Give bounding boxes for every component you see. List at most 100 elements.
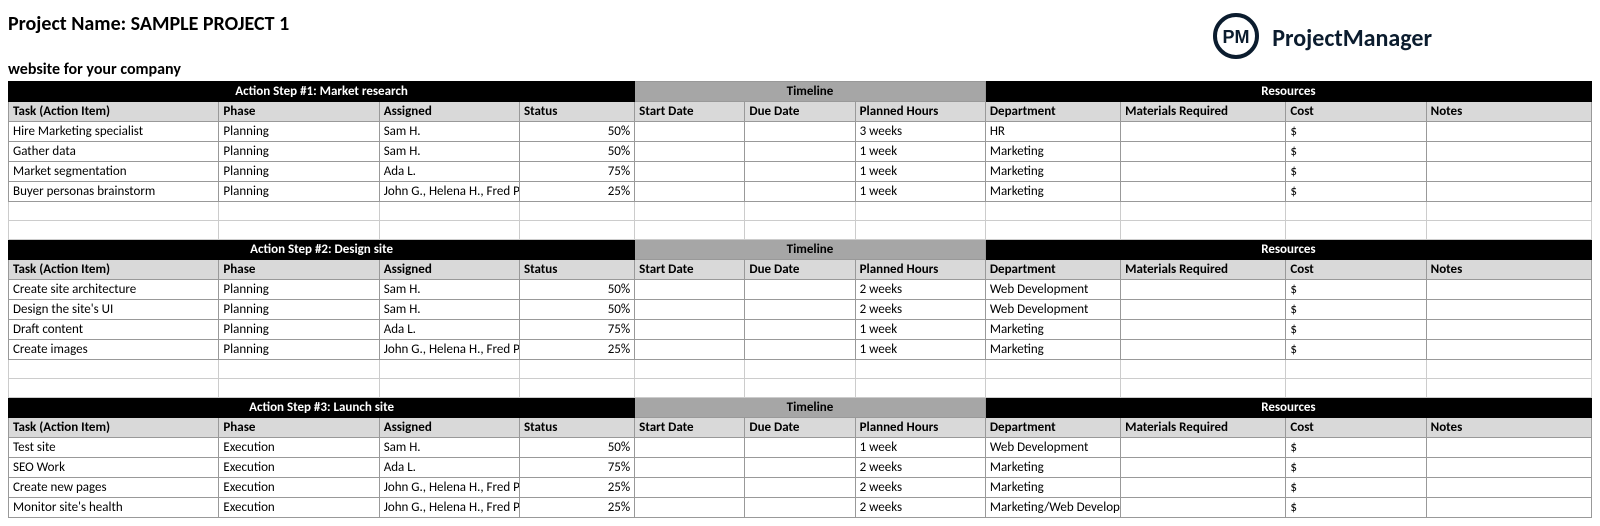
cell-due-date[interactable]	[745, 182, 855, 202]
cell-start-date[interactable]	[635, 458, 745, 478]
blank-cell[interactable]	[635, 202, 745, 221]
cell-materials[interactable]	[1121, 478, 1286, 498]
blank-cell[interactable]	[1426, 379, 1591, 398]
cell-status[interactable]: 75%	[519, 162, 634, 182]
blank-cell[interactable]	[985, 379, 1120, 398]
cell-assigned[interactable]: Sam H.	[379, 438, 519, 458]
cell-task[interactable]: Monitor site's health	[9, 498, 219, 518]
cell-notes[interactable]	[1426, 300, 1591, 320]
cell-assigned[interactable]: Sam H.	[379, 300, 519, 320]
table-row[interactable]: Gather dataPlanningSam H.50%1 weekMarket…	[9, 142, 1592, 162]
cell-cost[interactable]: $	[1286, 162, 1426, 182]
cell-department[interactable]: Web Development	[985, 438, 1120, 458]
table-row[interactable]: SEO WorkExecutionAda L.75%2 weeksMarketi…	[9, 458, 1592, 478]
cell-cost[interactable]: $	[1286, 478, 1426, 498]
blank-cell[interactable]	[219, 360, 379, 379]
blank-cell[interactable]	[1286, 379, 1426, 398]
cell-department[interactable]: Web Development	[985, 300, 1120, 320]
cell-planned-hours[interactable]: 1 week	[855, 438, 985, 458]
cell-phase[interactable]: Execution	[219, 498, 379, 518]
cell-status[interactable]: 50%	[519, 142, 634, 162]
blank-cell[interactable]	[855, 221, 985, 240]
blank-cell[interactable]	[1286, 360, 1426, 379]
blank-cell[interactable]	[379, 221, 519, 240]
cell-notes[interactable]	[1426, 478, 1591, 498]
blank-cell[interactable]	[379, 360, 519, 379]
blank-cell[interactable]	[379, 379, 519, 398]
cell-status[interactable]: 50%	[519, 280, 634, 300]
cell-notes[interactable]	[1426, 340, 1591, 360]
cell-materials[interactable]	[1121, 122, 1286, 142]
cell-assigned[interactable]: John G., Helena H., Fred P.	[379, 182, 519, 202]
blank-cell[interactable]	[1426, 221, 1591, 240]
cell-notes[interactable]	[1426, 122, 1591, 142]
cell-status[interactable]: 75%	[519, 320, 634, 340]
cell-start-date[interactable]	[635, 182, 745, 202]
cell-task[interactable]: Test site	[9, 438, 219, 458]
cell-assigned[interactable]: Sam H.	[379, 122, 519, 142]
table-row[interactable]: Test siteExecutionSam H.50%1 weekWeb Dev…	[9, 438, 1592, 458]
blank-cell[interactable]	[519, 360, 634, 379]
blank-cell[interactable]	[519, 221, 634, 240]
blank-cell[interactable]	[9, 221, 219, 240]
cell-materials[interactable]	[1121, 280, 1286, 300]
cell-start-date[interactable]	[635, 320, 745, 340]
cell-planned-hours[interactable]: 1 week	[855, 182, 985, 202]
cell-phase[interactable]: Execution	[219, 458, 379, 478]
cell-materials[interactable]	[1121, 340, 1286, 360]
cell-planned-hours[interactable]: 3 weeks	[855, 122, 985, 142]
cell-due-date[interactable]	[745, 280, 855, 300]
cell-phase[interactable]: Planning	[219, 340, 379, 360]
cell-status[interactable]: 25%	[519, 478, 634, 498]
cell-status[interactable]: 50%	[519, 122, 634, 142]
cell-department[interactable]: Marketing	[985, 320, 1120, 340]
cell-department[interactable]: HR	[985, 122, 1120, 142]
cell-planned-hours[interactable]: 1 week	[855, 320, 985, 340]
cell-phase[interactable]: Planning	[219, 122, 379, 142]
cell-phase[interactable]: Planning	[219, 162, 379, 182]
cell-notes[interactable]	[1426, 280, 1591, 300]
cell-task[interactable]: Hire Marketing specialist	[9, 122, 219, 142]
cell-due-date[interactable]	[745, 498, 855, 518]
cell-assigned[interactable]: Ada L.	[379, 458, 519, 478]
cell-materials[interactable]	[1121, 438, 1286, 458]
cell-due-date[interactable]	[745, 438, 855, 458]
cell-planned-hours[interactable]: 2 weeks	[855, 478, 985, 498]
cell-assigned[interactable]: John G., Helena H., Fred P.	[379, 340, 519, 360]
cell-materials[interactable]	[1121, 498, 1286, 518]
cell-notes[interactable]	[1426, 498, 1591, 518]
cell-department[interactable]: Marketing	[985, 142, 1120, 162]
blank-cell[interactable]	[745, 221, 855, 240]
blank-cell[interactable]	[219, 379, 379, 398]
cell-task[interactable]: Buyer personas brainstorm	[9, 182, 219, 202]
table-row[interactable]: Monitor site's healthExecutionJohn G., H…	[9, 498, 1592, 518]
cell-materials[interactable]	[1121, 182, 1286, 202]
blank-cell[interactable]	[855, 360, 985, 379]
blank-cell[interactable]	[1286, 221, 1426, 240]
blank-cell[interactable]	[219, 202, 379, 221]
cell-status[interactable]: 50%	[519, 300, 634, 320]
cell-phase[interactable]: Planning	[219, 300, 379, 320]
cell-notes[interactable]	[1426, 320, 1591, 340]
cell-department[interactable]: Marketing	[985, 162, 1120, 182]
cell-task[interactable]: Draft content	[9, 320, 219, 340]
cell-cost[interactable]: $	[1286, 320, 1426, 340]
cell-task[interactable]: Market segmentation	[9, 162, 219, 182]
cell-cost[interactable]: $	[1286, 280, 1426, 300]
cell-start-date[interactable]	[635, 300, 745, 320]
cell-due-date[interactable]	[745, 122, 855, 142]
blank-cell[interactable]	[635, 379, 745, 398]
cell-cost[interactable]: $	[1286, 458, 1426, 478]
cell-phase[interactable]: Planning	[219, 182, 379, 202]
cell-cost[interactable]: $	[1286, 300, 1426, 320]
table-row[interactable]: Create site architecturePlanningSam H.50…	[9, 280, 1592, 300]
cell-status[interactable]: 50%	[519, 438, 634, 458]
cell-status[interactable]: 75%	[519, 458, 634, 478]
cell-due-date[interactable]	[745, 458, 855, 478]
cell-department[interactable]: Marketing	[985, 340, 1120, 360]
cell-department[interactable]: Marketing	[985, 458, 1120, 478]
cell-task[interactable]: Gather data	[9, 142, 219, 162]
cell-assigned[interactable]: Sam H.	[379, 280, 519, 300]
cell-cost[interactable]: $	[1286, 182, 1426, 202]
table-row[interactable]: Draft contentPlanningAda L.75%1 weekMark…	[9, 320, 1592, 340]
